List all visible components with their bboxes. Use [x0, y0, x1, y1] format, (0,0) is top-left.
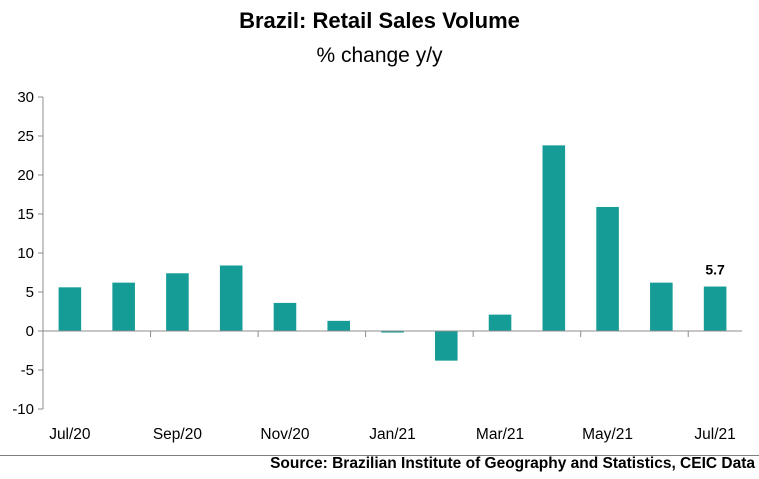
y-tick-label: 5 — [26, 284, 34, 301]
bar-may-21 — [596, 206, 619, 331]
x-tick-label: Jan/21 — [369, 426, 416, 443]
data-label: 5.7 — [705, 262, 725, 278]
chart-subtitle: % change y/y — [316, 44, 443, 67]
bar-apr-21 — [542, 145, 566, 331]
bar-jan-21 — [381, 331, 404, 333]
bar-dec-20 — [327, 320, 351, 331]
bar-oct-20 — [219, 265, 243, 331]
bar-aug-20 — [112, 282, 135, 331]
bar-feb-21 — [434, 331, 458, 361]
y-tick-label: 20 — [17, 167, 34, 184]
source-divider — [0, 455, 759, 456]
x-tick-label: Jul/20 — [49, 426, 91, 443]
x-tick-label: Mar/21 — [476, 426, 524, 443]
x-tick-label: Nov/20 — [260, 426, 309, 443]
x-tick-label: Sep/20 — [153, 426, 203, 443]
y-tick-label: 30 — [17, 89, 34, 106]
x-tick-label: May/21 — [582, 426, 633, 443]
source-note: Source: Brazilian Institute of Geography… — [270, 455, 755, 472]
y-tick-label: 15 — [17, 206, 34, 223]
x-tick-label: Jul/21 — [694, 426, 735, 443]
bar-mar-21 — [488, 314, 512, 331]
y-tick-label: -5 — [21, 362, 34, 379]
bar-jul-20 — [58, 287, 82, 331]
y-tick-label: -10 — [12, 401, 34, 418]
bar-jul-21 — [703, 286, 727, 331]
y-tick-label: 0 — [26, 323, 34, 340]
y-tick-label: 25 — [17, 128, 34, 145]
bar-jun-21 — [650, 282, 673, 331]
bar-nov-20 — [273, 302, 297, 331]
bar-sep-20 — [166, 273, 189, 331]
chart-title: Brazil: Retail Sales Volume — [239, 8, 520, 33]
y-tick-label: 10 — [17, 245, 34, 262]
